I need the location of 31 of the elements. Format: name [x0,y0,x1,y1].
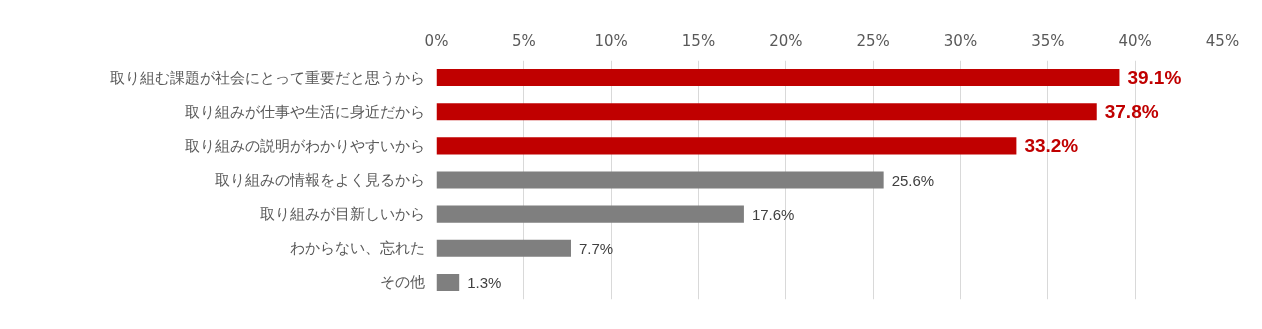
x-tick-label: 15% [681,31,716,50]
x-tick-label: 45% [1205,31,1240,50]
y-tick-label: わからない、忘れた [289,239,425,258]
x-tick-label: 35% [1031,31,1065,50]
data-label: 25.6% [891,171,935,189]
bar [436,103,1097,121]
y-tick-label: 取り組みが目新しいから [259,205,425,224]
bar [436,273,460,291]
data-label: 37.8% [1104,101,1159,123]
y-tick-label: 取り組みの情報をよく見るから [214,171,425,189]
data-label: 39.1% [1127,67,1182,89]
x-tick-label: 25% [856,31,890,50]
x-tick-label: 5% [511,31,536,50]
x-tick-label: 10% [594,31,628,50]
y-tick-label: 取り組みが仕事や生活に身近だから [184,102,425,121]
x-tick-label: 0% [424,31,449,50]
y-tick-label: その他 [379,273,425,292]
bar [436,69,1120,87]
bar [436,171,884,189]
bar [436,239,571,257]
data-label: 33.2% [1024,135,1079,157]
bar [436,137,1017,155]
x-tick-label: 30% [943,31,978,50]
x-tick-label: 20% [769,31,803,50]
x-tick-label: 40% [1118,31,1152,50]
data-label: 17.6% [751,205,795,223]
y-tick-label: 取り組みの説明がわかりやすいから [184,136,425,155]
bar [436,205,744,223]
data-label: 7.7% [578,239,614,257]
y-tick-label: 取り組む課題が社会にとって重要だと思うから [109,68,425,87]
data-label: 1.3% [467,273,502,291]
